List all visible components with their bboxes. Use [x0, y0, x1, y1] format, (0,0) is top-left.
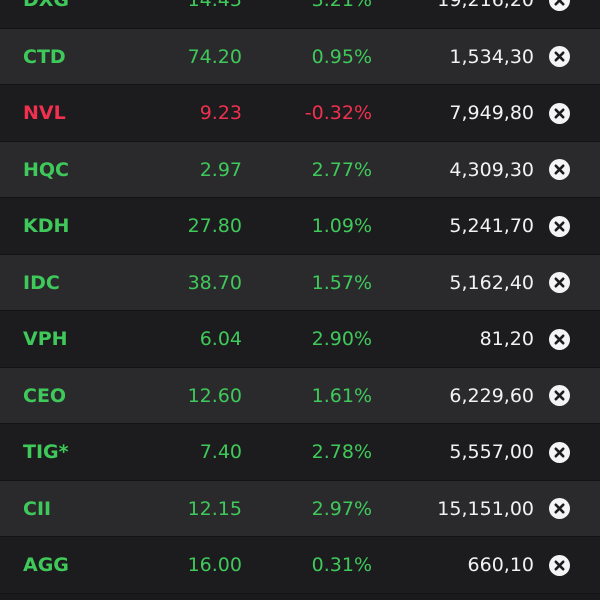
stock-symbol: CTD [23, 45, 66, 68]
stock-symbol: NVL [23, 102, 66, 124]
stock-symbol: KDH [23, 215, 70, 237]
stock-price: 12.60 [187, 384, 242, 407]
stock-row[interactable]: CII 12.15 2.97% 15,151,00 [0, 480, 600, 537]
remove-stock-button[interactable] [549, 102, 570, 124]
close-circle-icon [554, 334, 565, 344]
close-circle-icon [554, 164, 565, 175]
stock-volume: 81,20 [479, 328, 534, 350]
stock-price: 9.23 [199, 102, 242, 124]
stock-row[interactable]: HQC 2.97 2.77% 4,309,30 [0, 141, 600, 198]
stock-row[interactable]: IDC 38.70 1.57% 5,162,40 [0, 254, 600, 311]
stock-change-percent: 3.21% [311, 0, 372, 11]
close-circle-icon [554, 108, 565, 118]
close-circle-icon [554, 447, 565, 457]
remove-stock-button[interactable] [549, 554, 570, 576]
close-circle-icon [554, 560, 565, 570]
stock-symbol: AGG [23, 554, 69, 576]
stock-row[interactable]: NVL 9.23 -0.32% 7,949,80 [0, 85, 600, 142]
stock-price: 14.45 [187, 0, 242, 11]
stock-change-percent: 2.78% [311, 441, 372, 463]
stock-volume: 5,241,70 [449, 215, 534, 237]
stock-volume: 19,216,20 [437, 0, 534, 11]
stock-row[interactable]: CTD 74.20 0.95% 1,534,30 [0, 28, 600, 85]
close-circle-icon [554, 390, 565, 401]
stock-change-percent: 0.31% [311, 554, 372, 576]
stock-symbol: CII [23, 497, 52, 520]
stock-volume: 660,10 [467, 554, 534, 576]
stock-change-percent: 1.09% [311, 215, 372, 237]
remove-stock-button[interactable] [549, 441, 570, 463]
stock-change-percent: 2.77% [311, 158, 372, 181]
stock-row[interactable]: DXG 14.45 3.21% 19,216,20 [0, 0, 600, 29]
stock-price: 2.97 [199, 158, 242, 181]
stock-symbol: HQC [23, 158, 69, 181]
stock-price: 16.00 [187, 554, 242, 576]
close-circle-icon [554, 51, 565, 62]
stock-change-percent: -0.32% [304, 102, 372, 124]
remove-stock-button[interactable] [549, 159, 570, 180]
stock-row[interactable]: TIG* 7.40 2.78% 5,557,00 [0, 424, 600, 481]
close-circle-icon [554, 277, 565, 288]
stock-change-percent: 2.90% [311, 328, 372, 350]
stock-volume: 7,949,80 [449, 102, 534, 124]
stock-price: 7.40 [199, 441, 242, 463]
stock-row[interactable]: AGG 16.00 0.31% 660,10 [0, 537, 600, 594]
remove-stock-button[interactable] [549, 328, 570, 350]
stock-symbol: IDC [23, 271, 60, 294]
stock-row[interactable]: CEO 12.60 1.61% 6,229,60 [0, 367, 600, 424]
stock-change-percent: 0.95% [311, 45, 372, 68]
close-circle-icon [554, 503, 565, 514]
remove-stock-button[interactable] [549, 272, 570, 293]
stock-price: 38.70 [187, 271, 242, 294]
stock-price: 74.20 [187, 45, 242, 68]
close-circle-icon [554, 221, 565, 231]
stock-price: 6.04 [199, 328, 242, 350]
remove-stock-button[interactable] [549, 215, 570, 237]
remove-stock-button[interactable] [549, 385, 570, 406]
stock-change-percent: 1.57% [311, 271, 372, 294]
stock-volume: 15,151,00 [437, 497, 534, 520]
stock-price: 27.80 [187, 215, 242, 237]
remove-stock-button[interactable] [549, 0, 570, 11]
remove-stock-button[interactable] [549, 498, 570, 519]
stock-price: 12.15 [187, 497, 242, 520]
stock-symbol: DXG [23, 0, 70, 11]
stock-change-percent: 2.97% [311, 497, 372, 520]
close-circle-icon [554, 0, 565, 5]
stock-volume: 4,309,30 [449, 158, 534, 181]
stock-symbol: CEO [23, 384, 67, 407]
stock-symbol: TIG* [23, 441, 69, 463]
stock-watchlist: DXG 14.45 3.21% 19,216,20 CTD 74.20 0.95… [0, 0, 600, 576]
stock-row[interactable]: VPH 6.04 2.90% 81,20 [0, 311, 600, 368]
stock-volume: 6,229,60 [449, 384, 534, 407]
stock-row[interactable]: KDH 27.80 1.09% 5,241,70 [0, 198, 600, 255]
remove-stock-button[interactable] [549, 46, 570, 67]
stock-volume: 5,557,00 [449, 441, 534, 463]
stock-volume: 5,162,40 [449, 271, 534, 294]
stock-symbol: VPH [23, 328, 68, 350]
stock-volume: 1,534,30 [449, 45, 534, 68]
stock-change-percent: 1.61% [311, 384, 372, 407]
